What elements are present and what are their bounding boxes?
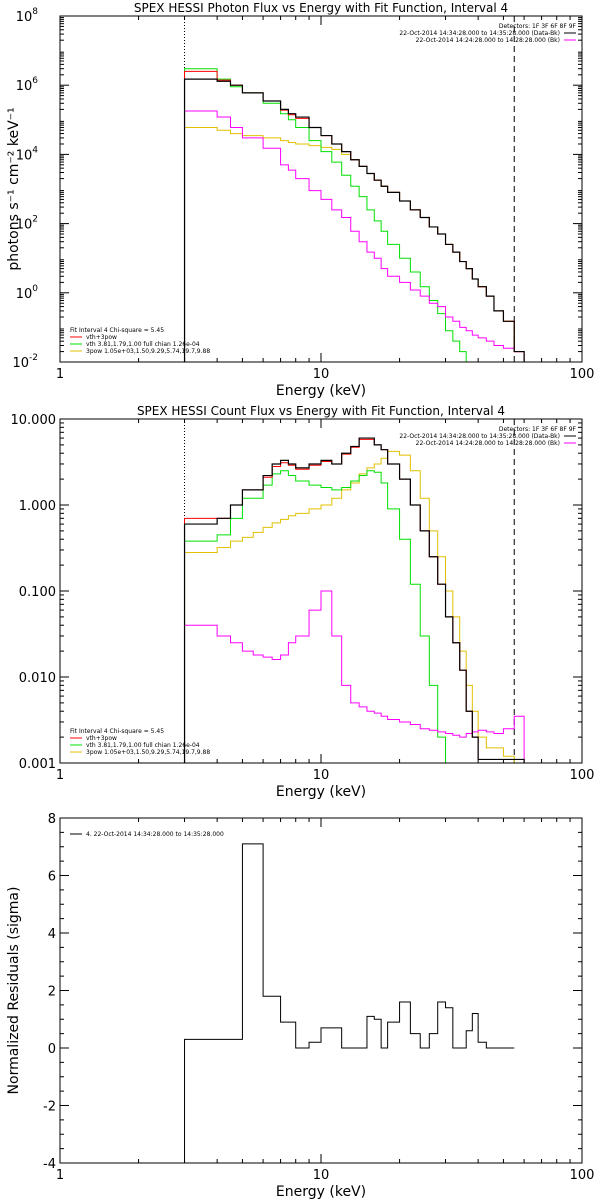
series-line-vth — [184, 470, 525, 763]
y-tick-label-1: 0.100 — [19, 585, 56, 600]
fit-legend-entry-1: 3pow 1.05e+03,1.50,9.29,5.74,19.7,9.88 — [86, 749, 210, 756]
series-group-2 — [184, 843, 515, 1163]
fit-legend-entry-0: 3pow 1.05e+03,1.50,9.29,5.74,19.7,9.88 — [86, 348, 210, 355]
y-tick-exp-0: 0 — [32, 284, 38, 294]
y-tick-exp-0: 6 — [32, 76, 38, 86]
chart-title-0: SPEX HESSI Photon Flux vs Energy with Fi… — [134, 1, 508, 15]
fit-legend-entry-1: vth 3.81,1.79,1.00 full chian 1.26e-04 — [86, 742, 200, 749]
y-tick-exp-0: 2 — [32, 215, 38, 225]
x-tick-label-0: 10 — [313, 367, 330, 382]
series-group-0 — [183, 68, 525, 362]
y-tick-label-1: 1.000 — [19, 499, 56, 514]
y-axis-label-2: Normalized Residuals (sigma) — [6, 887, 22, 1095]
y-tick-label-0: 108 — [16, 7, 39, 25]
y-tick-label-2: 8 — [48, 812, 56, 827]
chart-title-1: SPEX HESSI Count Flux vs Energy with Fit… — [137, 404, 505, 418]
y-tick-label-2: 2 — [48, 985, 56, 1000]
y-tick-label-1: 10.000 — [11, 413, 57, 428]
series-line-vth — [184, 68, 525, 362]
y-tick-label-1: 0.010 — [19, 671, 56, 686]
legend-entry-2: 4. 22-Oct-2014 14:34:28.000 to 14:35:28.… — [86, 831, 224, 838]
y-tick-base-0: 10 — [16, 10, 33, 25]
series-group-1 — [183, 437, 525, 763]
y-tick-base-0: 10 — [16, 287, 33, 302]
series-line-vth-3pow — [184, 70, 525, 362]
plot-frame-2 — [59, 817, 583, 1164]
y-tick-exp-0: -2 — [29, 353, 38, 363]
y-tick-label-0: 104 — [16, 145, 39, 163]
x-tick-label-2: 1 — [56, 1168, 64, 1183]
series-line-vth-3pow — [184, 438, 525, 763]
y-tick-label-2: 0 — [48, 1042, 56, 1057]
series-line-3pow — [184, 450, 525, 763]
y-tick-exp-0: 8 — [32, 7, 38, 17]
y-tick-label-0: 10-2 — [12, 353, 38, 371]
y-tick-base-0: 10 — [12, 356, 29, 371]
y-tick-label-0: 106 — [16, 76, 39, 94]
x-tick-label-2: 100 — [570, 1168, 595, 1183]
y-tick-label-2: 6 — [48, 870, 56, 885]
y-tick-label-0: 100 — [16, 284, 39, 302]
legend-header-1: Detectors: 1F 3F 6F 8F 9F — [499, 426, 577, 433]
x-axis-label-0: Energy (keV) — [276, 383, 366, 399]
series-line-data-bk — [183, 437, 525, 763]
x-axis-label-1: Energy (keV) — [276, 784, 366, 800]
y-tick-label-1: 0.001 — [19, 757, 56, 772]
fit-legend-entry-0: vth+3pow — [86, 334, 117, 341]
y-tick-base-0: 10 — [16, 218, 33, 233]
y-tick-label-0: 102 — [16, 215, 38, 233]
fit-legend-entry-0: vth 3.81,1.79,1.00 full chian 1.26e-04 — [86, 341, 200, 348]
y-tick-label-2: -2 — [43, 1100, 56, 1115]
fit-legend-header-0: Fit Interval 4 Chi-square = 5.45 — [70, 327, 164, 334]
legend-entry-1: 22-Oct-2014 14:24:28.000 to 14:28:28.000… — [416, 440, 560, 447]
y-tick-label-2: -4 — [43, 1157, 56, 1172]
x-tick-label-1: 10 — [313, 768, 330, 783]
fit-legend-header-1: Fit Interval 4 Chi-square = 5.45 — [70, 728, 164, 735]
legend-entry-1: 22-Oct-2014 14:34:28.000 to 14:35:28.000… — [399, 433, 560, 440]
legend-entry-0: 22-Oct-2014 14:34:28.000 to 14:35:28.000… — [399, 30, 560, 37]
y-tick-base-0: 10 — [16, 148, 33, 163]
y-tick-exp-0: 4 — [32, 145, 38, 155]
series-line-bk — [184, 110, 525, 362]
x-tick-label-1: 1 — [56, 768, 64, 783]
y-axis-label-0: photons s⁻¹ cm⁻² keV⁻¹ — [6, 107, 22, 270]
x-tick-label-0: 1 — [56, 367, 64, 382]
y-tick-label-2: 4 — [48, 927, 56, 942]
legend-entry-0: 22-Oct-2014 14:24:28.000 to 14:28:28.000… — [416, 37, 560, 44]
fit-legend-entry-1: vth+3pow — [86, 735, 117, 742]
series-line-3pow — [184, 126, 525, 362]
series-line-4-22-oct-2014-14-34-28-000-to-14-35-28-000 — [184, 843, 515, 1163]
plot-frame-1 — [59, 418, 583, 764]
legend-header-0: Detectors: 1F 3F 6F 8F 9F — [499, 23, 577, 30]
y-tick-base-0: 10 — [16, 79, 33, 94]
series-line-bk — [184, 590, 525, 763]
plot-frame-0 — [59, 15, 583, 363]
x-tick-label-1: 100 — [570, 768, 595, 783]
x-axis-label-2: Energy (keV) — [276, 1184, 366, 1200]
series-line-data-bk — [183, 78, 525, 362]
x-tick-label-2: 10 — [313, 1168, 330, 1183]
x-tick-label-0: 100 — [570, 367, 595, 382]
